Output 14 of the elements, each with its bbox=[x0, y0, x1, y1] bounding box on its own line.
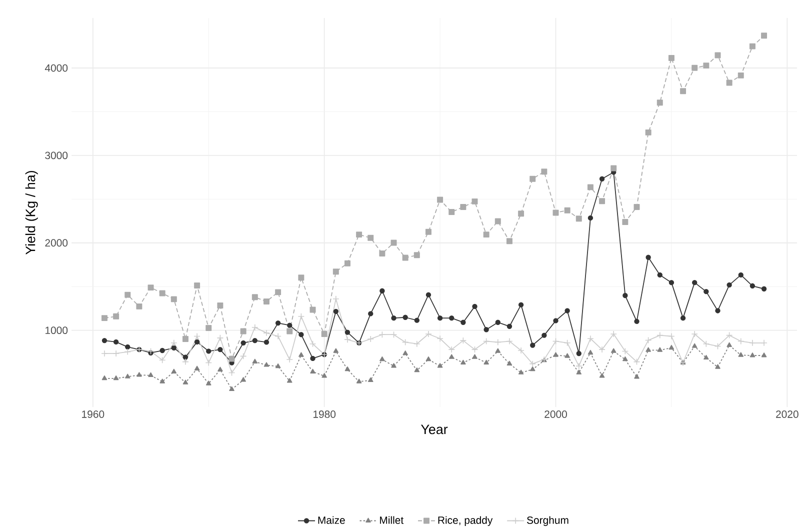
y-tick-label: 3000 bbox=[45, 152, 68, 160]
y-tick-label: 1000 bbox=[46, 326, 68, 334]
legend-label: Maize bbox=[318, 516, 345, 524]
y-axis-title: Yield (Kg / ha) bbox=[25, 170, 38, 254]
x-tick-label: 2000 bbox=[544, 410, 567, 418]
legend-label: Rice, paddy bbox=[438, 516, 493, 526]
y-tick-label: 2000 bbox=[45, 239, 68, 246]
legend-label: Millet bbox=[380, 516, 404, 524]
x-axis-title: Year bbox=[420, 424, 448, 434]
x-tick-label: 1980 bbox=[313, 410, 336, 418]
x-tick-label: 2020 bbox=[776, 410, 798, 418]
x-tick-label: 1960 bbox=[82, 410, 104, 418]
y-tick-label: 4000 bbox=[44, 64, 68, 72]
legend-label: Sorghum bbox=[526, 516, 568, 526]
